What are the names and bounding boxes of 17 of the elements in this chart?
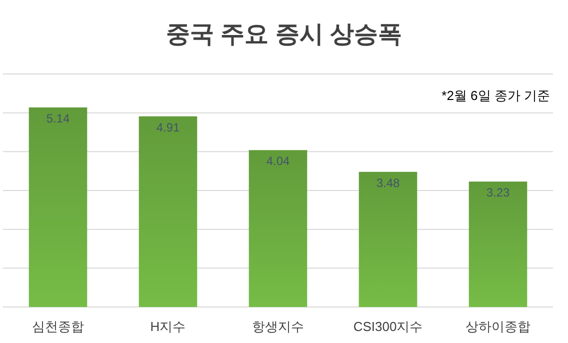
x-tick-label: H지수 (150, 319, 186, 334)
bar (28, 107, 88, 307)
bar (468, 182, 528, 307)
data-label: 3.23 (486, 186, 510, 200)
bar (248, 150, 308, 307)
data-label: 4.04 (266, 154, 290, 168)
x-tick-label: 항생지수 (252, 319, 304, 334)
x-tick-label: 심천종합 (32, 319, 84, 334)
bar (138, 116, 198, 307)
data-label: 4.91 (156, 120, 180, 134)
bar (358, 172, 418, 307)
data-label: 3.48 (376, 176, 400, 190)
x-tick-label: CSI300지수 (353, 319, 423, 334)
annotation: *2월 6일 종가 기준 (442, 88, 550, 103)
data-label: 5.14 (46, 111, 70, 126)
x-tick-label: 상하이종합 (466, 319, 530, 334)
chart-title: 중국 주요 증시 상승폭 (166, 21, 402, 48)
